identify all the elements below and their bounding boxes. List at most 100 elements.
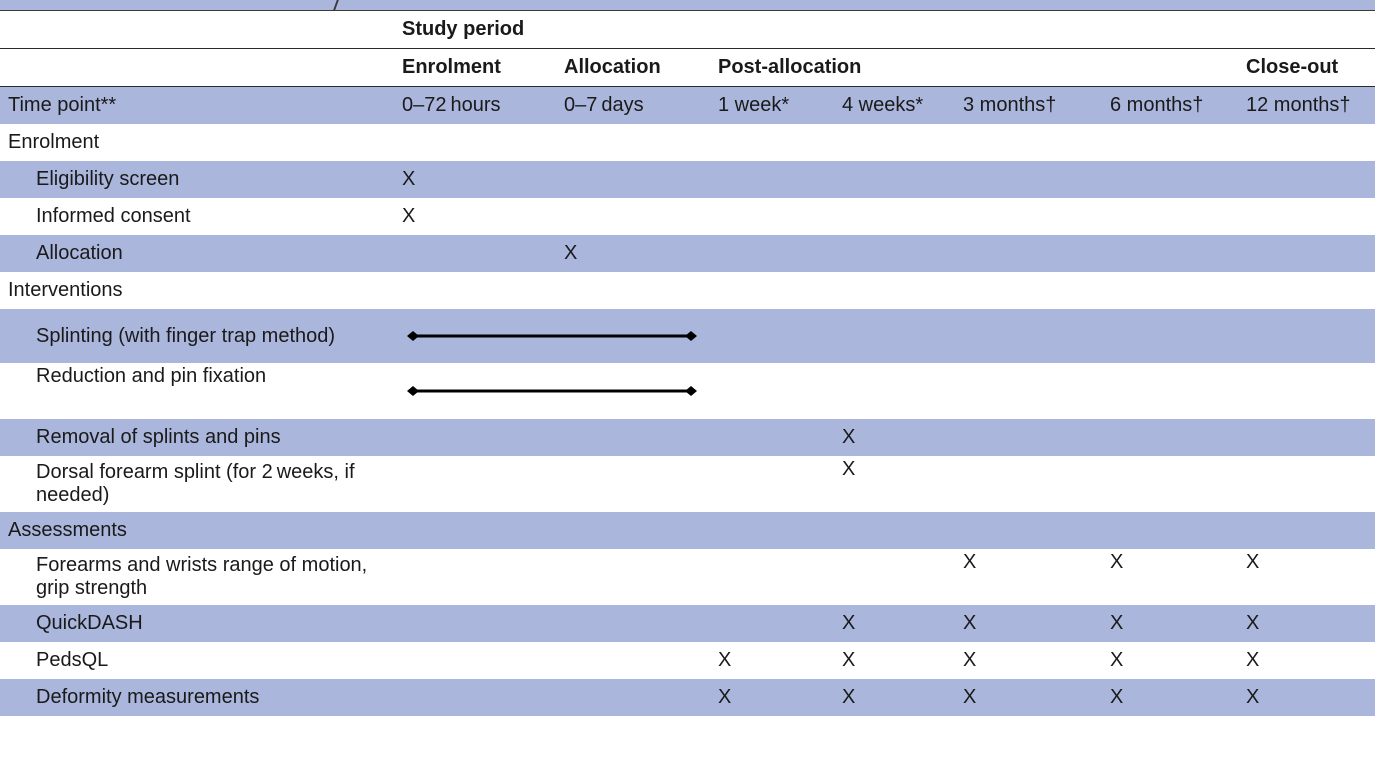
banner-divider — [333, 0, 339, 10]
section-row-interventions: Interventions — [0, 272, 1375, 309]
timepoint-cell: 3 months† — [955, 86, 1102, 124]
timepoint-cell: 12 months† — [1238, 86, 1375, 124]
mark-cell — [1102, 456, 1238, 512]
mark-cell — [955, 419, 1102, 456]
header-row-study-period: Study period — [0, 11, 1375, 49]
mark-cell — [394, 235, 556, 272]
section-label: Enrolment — [8, 131, 100, 153]
mark-cell — [710, 161, 834, 198]
table-row: Allocation X — [0, 235, 1375, 272]
table-row: Splinting (with finger trap method) — [0, 309, 1375, 363]
duration-bar-graphic — [407, 331, 697, 341]
mark-cell: X — [718, 649, 732, 671]
mark-cell — [1238, 235, 1375, 272]
mark-cell — [834, 161, 955, 198]
section-row-assessments: Assessments — [0, 512, 1375, 549]
row-label: Eligibility screen — [0, 161, 394, 198]
mark-cell — [710, 419, 834, 456]
phase-enrolment: Enrolment — [394, 48, 556, 87]
mark-cell — [556, 419, 710, 456]
mark-cell — [1238, 198, 1375, 235]
row-label: Splinting (with finger trap method) — [0, 309, 394, 363]
row-label: QuickDASH — [0, 605, 394, 642]
table-row: Informed consent X — [0, 198, 1375, 235]
mark-cell: X — [955, 605, 1102, 642]
mark-cell — [1102, 419, 1238, 456]
duration-bar-cell — [394, 309, 834, 363]
row-label: Informed consent — [36, 205, 191, 227]
mark-cell — [710, 605, 834, 642]
duration-bar-cell — [394, 363, 834, 419]
mark-cell: X — [955, 679, 1102, 716]
section-label: Assessments — [0, 512, 1375, 549]
phase-allocation: Allocation — [556, 48, 710, 87]
mark-cell — [394, 419, 556, 456]
mark-cell — [556, 456, 710, 512]
mark-cell — [1238, 456, 1375, 512]
timepoint-cell: 1 week* — [710, 86, 834, 124]
mark-cell — [556, 198, 710, 235]
mark-cell: X — [1246, 551, 1260, 573]
header-row-phases: Enrolment Allocation Post-allocation Clo… — [0, 48, 1375, 87]
mark-cell: X — [1246, 649, 1260, 671]
table-row: Reduction and pin fixation — [0, 363, 1375, 419]
mark-cell — [394, 642, 556, 679]
mark-cell: X — [394, 161, 556, 198]
mark-cell: X — [963, 649, 977, 671]
mark-cell: X — [1238, 605, 1375, 642]
phase-close-out: Close-out — [1238, 48, 1375, 87]
mark-cell — [556, 642, 710, 679]
row-label: Deformity measurements — [0, 679, 394, 716]
mark-cell — [834, 549, 955, 605]
table-row: Deformity measurements X X X X X — [0, 679, 1375, 716]
mark-cell: X — [842, 458, 856, 480]
table-row: Eligibility screen X — [0, 161, 1375, 198]
mark-cell — [955, 456, 1102, 512]
timepoint-row: Time point** 0–72 hours 0–7 days 1 week*… — [0, 86, 1375, 124]
row-label: Allocation — [0, 235, 394, 272]
row-label: Reduction and pin fixation — [36, 365, 267, 387]
mark-cell — [1238, 161, 1375, 198]
mark-cell: X — [834, 605, 955, 642]
mark-cell — [834, 235, 955, 272]
mark-cell — [834, 198, 955, 235]
mark-cell — [556, 605, 710, 642]
row-label: Dorsal forearm splint (for 2 weeks, if n… — [36, 461, 355, 506]
mark-cell — [710, 198, 834, 235]
mark-cell — [394, 456, 556, 512]
mark-cell — [1102, 161, 1238, 198]
timepoint-cell: 4 weeks* — [834, 86, 955, 124]
mark-cell — [710, 549, 834, 605]
mark-cell — [556, 549, 710, 605]
mark-cell: X — [1102, 605, 1238, 642]
row-label: Removal of splints and pins — [0, 419, 394, 456]
mark-cell: X — [1110, 551, 1124, 573]
mark-cell — [1238, 419, 1375, 456]
timepoint-cell: 0–72 hours — [394, 86, 556, 124]
row-label: PedsQL — [36, 649, 109, 671]
top-banner — [0, 0, 1375, 11]
mark-cell — [556, 679, 710, 716]
section-row-enrolment: Enrolment — [0, 124, 1375, 161]
mark-cell: X — [1238, 679, 1375, 716]
mark-cell — [556, 161, 710, 198]
mark-cell — [710, 456, 834, 512]
mark-cell — [955, 198, 1102, 235]
duration-bar-graphic — [407, 386, 697, 396]
mark-cell: X — [834, 679, 955, 716]
mark-cell — [394, 549, 556, 605]
mark-cell — [394, 679, 556, 716]
row-label: Forearms and wrists range of motion, gri… — [36, 554, 368, 599]
mark-cell: X — [1102, 679, 1238, 716]
table-row: Forearms and wrists range of motion, gri… — [0, 549, 1375, 605]
table-row: QuickDASH X X X X — [0, 605, 1375, 642]
mark-cell: X — [963, 551, 977, 573]
mark-cell — [710, 235, 834, 272]
table-row: PedsQL X X X X X — [0, 642, 1375, 679]
mark-cell: X — [834, 419, 955, 456]
mark-cell — [394, 605, 556, 642]
mark-cell: X — [1110, 649, 1124, 671]
table-row: Removal of splints and pins X — [0, 419, 1375, 456]
study-period-header: Study period — [394, 11, 1375, 49]
spirit-schedule-table: Study period Enrolment Allocation Post-a… — [0, 11, 1375, 716]
